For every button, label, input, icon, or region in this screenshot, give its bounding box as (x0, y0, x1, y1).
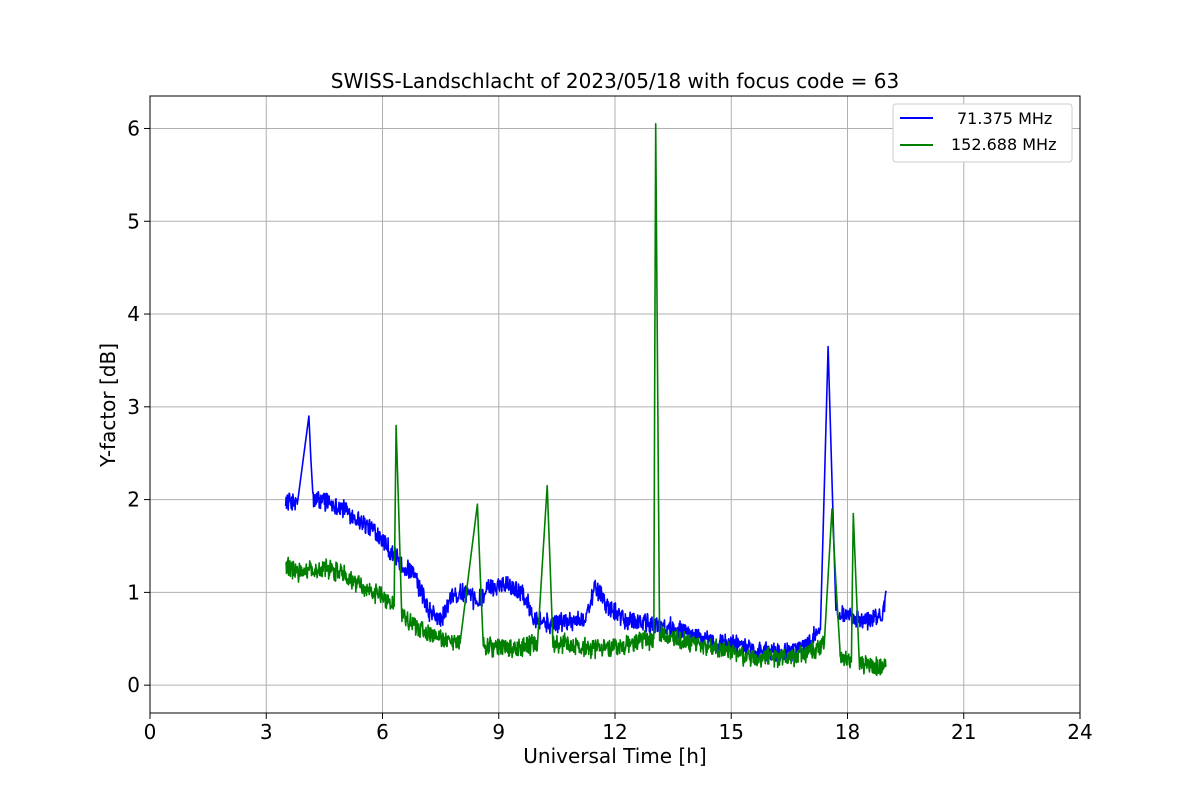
x-tick-label: 15 (719, 720, 744, 744)
series-line-152-mhz (285, 123, 887, 677)
y-tick-label: 2 (127, 488, 140, 512)
x-tick-label: 24 (1067, 720, 1092, 744)
x-tick-label: 0 (144, 720, 157, 744)
x-tick-label: 12 (602, 720, 627, 744)
x-axis-label: Universal Time [h] (523, 744, 706, 768)
chart-title: SWISS-Landschlacht of 2023/05/18 with fo… (331, 69, 899, 93)
legend: 71.375 MHz 152.688 MHz (892, 103, 1073, 163)
y-tick-label: 0 (127, 673, 140, 697)
x-tick-label: 6 (376, 720, 389, 744)
legend-label-152-mhz: 152.688 MHz (951, 135, 1056, 154)
y-tick-label: 1 (127, 580, 140, 604)
x-tick-label: 9 (492, 720, 505, 744)
y-axis: 0 1 2 3 4 5 6 (127, 116, 150, 697)
y-tick-label: 4 (127, 302, 140, 326)
y-tick-label: 6 (127, 116, 140, 140)
legend-label-71-mhz: 71.375 MHz (957, 109, 1052, 128)
legend-box (892, 103, 1073, 163)
x-tick-label: 3 (260, 720, 273, 744)
y-tick-label: 3 (127, 395, 140, 419)
y-axis-label: Y-factor [dB] (96, 343, 120, 468)
x-tick-label: 21 (951, 720, 976, 744)
y-tick-label: 5 (127, 209, 140, 233)
x-axis: 0 3 6 9 12 15 18 21 24 (144, 713, 1093, 744)
x-tick-label: 18 (835, 720, 860, 744)
series-layer (284, 123, 888, 677)
